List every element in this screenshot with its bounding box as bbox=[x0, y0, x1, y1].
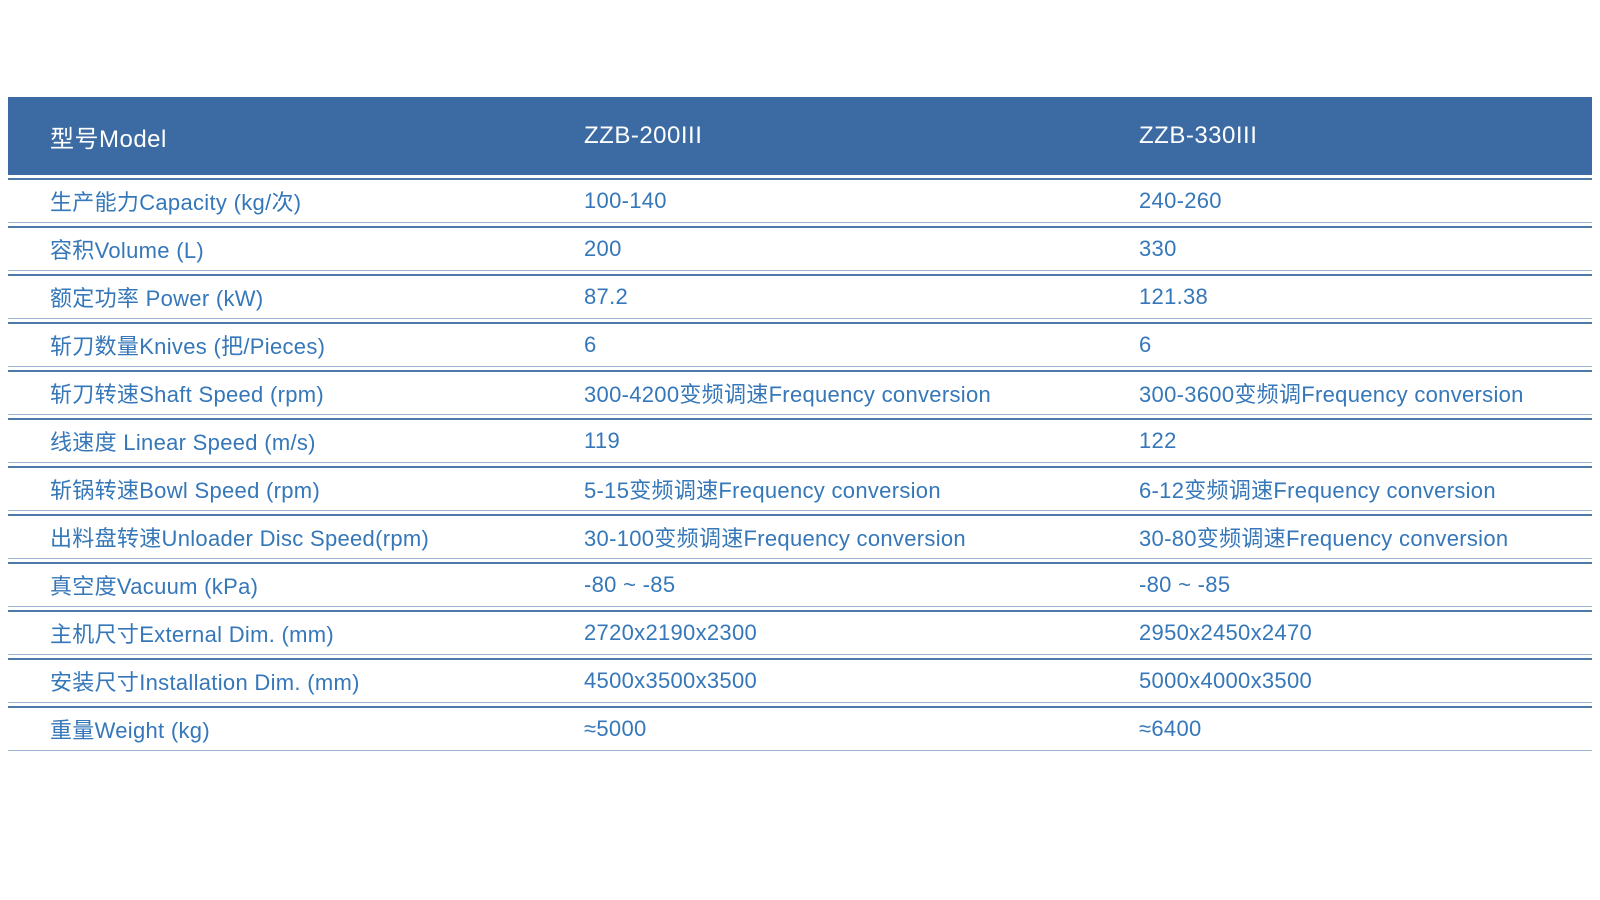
spec-label-cell: 安装尺寸Installation Dim. (mm) bbox=[8, 658, 582, 703]
spec-label-cell: 主机尺寸External Dim. (mm) bbox=[8, 610, 582, 655]
spec-label-cell: 斩刀数量Knives (把/Pieces) bbox=[8, 322, 582, 367]
spec-row: 容积Volume (L) 200 330 bbox=[8, 226, 1592, 271]
header-cell-model: 型号Model bbox=[8, 97, 582, 175]
spec-label-cell: 真空度Vacuum (kPa) bbox=[8, 562, 582, 607]
spec-value-cell-zzb330: -80 ~ -85 bbox=[1137, 562, 1592, 607]
spec-value-cell-zzb200: ≈5000 bbox=[582, 706, 1137, 751]
spec-value-cell-zzb330: 30-80变频调速Frequency conversion bbox=[1137, 514, 1592, 559]
spec-table: 型号Model ZZB-200III ZZB-330III 生产能力Capaci… bbox=[8, 94, 1592, 754]
spec-value-cell-zzb330: 240-260 bbox=[1137, 178, 1592, 223]
spec-value-cell-zzb200: 100-140 bbox=[582, 178, 1137, 223]
spec-value-cell-zzb200: 87.2 bbox=[582, 274, 1137, 319]
spec-value-cell-zzb330: 2950x2450x2470 bbox=[1137, 610, 1592, 655]
spec-label-cell: 出料盘转速Unloader Disc Speed(rpm) bbox=[8, 514, 582, 559]
spec-label-cell: 斩锅转速Bowl Speed (rpm) bbox=[8, 466, 582, 511]
spec-value-cell-zzb200: 200 bbox=[582, 226, 1137, 271]
spec-row: 斩刀数量Knives (把/Pieces) 6 6 bbox=[8, 322, 1592, 367]
spec-value-cell-zzb200: 30-100变频调速Frequency conversion bbox=[582, 514, 1137, 559]
header-cell-zzb200: ZZB-200III bbox=[582, 97, 1137, 175]
spec-value-cell-zzb330: ≈6400 bbox=[1137, 706, 1592, 751]
spec-row: 线速度 Linear Speed (m/s) 119 122 bbox=[8, 418, 1592, 463]
spec-value-cell-zzb200: 6 bbox=[582, 322, 1137, 367]
spec-value-cell-zzb200: -80 ~ -85 bbox=[582, 562, 1137, 607]
spec-value-cell-zzb330: 6 bbox=[1137, 322, 1592, 367]
spec-value-cell-zzb200: 5-15变频调速Frequency conversion bbox=[582, 466, 1137, 511]
spec-value-cell-zzb200: 4500x3500x3500 bbox=[582, 658, 1137, 703]
spec-label-cell: 容积Volume (L) bbox=[8, 226, 582, 271]
spec-row: 斩刀转速Shaft Speed (rpm) 300-4200变频调速Freque… bbox=[8, 370, 1592, 415]
spec-row: 生产能力Capacity (kg/次) 100-140 240-260 bbox=[8, 178, 1592, 223]
spec-label-cell: 额定功率 Power (kW) bbox=[8, 274, 582, 319]
spec-value-cell-zzb330: 5000x4000x3500 bbox=[1137, 658, 1592, 703]
spec-row: 出料盘转速Unloader Disc Speed(rpm) 30-100变频调速… bbox=[8, 514, 1592, 559]
header-cell-zzb330: ZZB-330III bbox=[1137, 97, 1592, 175]
spec-label-cell: 斩刀转速Shaft Speed (rpm) bbox=[8, 370, 582, 415]
spec-row: 重量Weight (kg) ≈5000 ≈6400 bbox=[8, 706, 1592, 751]
spec-row: 主机尺寸External Dim. (mm) 2720x2190x2300 29… bbox=[8, 610, 1592, 655]
spec-value-cell-zzb200: 119 bbox=[582, 418, 1137, 463]
spec-row: 安装尺寸Installation Dim. (mm) 4500x3500x350… bbox=[8, 658, 1592, 703]
spec-value-cell-zzb330: 6-12变频调速Frequency conversion bbox=[1137, 466, 1592, 511]
spec-row: 斩锅转速Bowl Speed (rpm) 5-15变频调速Frequency c… bbox=[8, 466, 1592, 511]
spec-label-cell: 生产能力Capacity (kg/次) bbox=[8, 178, 582, 223]
spec-row: 额定功率 Power (kW) 87.2 121.38 bbox=[8, 274, 1592, 319]
spec-value-cell-zzb330: 330 bbox=[1137, 226, 1592, 271]
spec-value-cell-zzb200: 300-4200变频调速Frequency conversion bbox=[582, 370, 1137, 415]
spec-label-cell: 重量Weight (kg) bbox=[8, 706, 582, 751]
spec-table-body: 生产能力Capacity (kg/次) 100-140 240-260 容积Vo… bbox=[8, 178, 1592, 751]
spec-table-header: 型号Model ZZB-200III ZZB-330III bbox=[8, 97, 1592, 175]
spec-value-cell-zzb200: 2720x2190x2300 bbox=[582, 610, 1137, 655]
spec-label-cell: 线速度 Linear Speed (m/s) bbox=[8, 418, 582, 463]
spec-row: 真空度Vacuum (kPa) -80 ~ -85 -80 ~ -85 bbox=[8, 562, 1592, 607]
header-row: 型号Model ZZB-200III ZZB-330III bbox=[8, 97, 1592, 175]
spec-value-cell-zzb330: 122 bbox=[1137, 418, 1592, 463]
spec-value-cell-zzb330: 121.38 bbox=[1137, 274, 1592, 319]
spec-value-cell-zzb330: 300-3600变频调Frequency conversion bbox=[1137, 370, 1592, 415]
